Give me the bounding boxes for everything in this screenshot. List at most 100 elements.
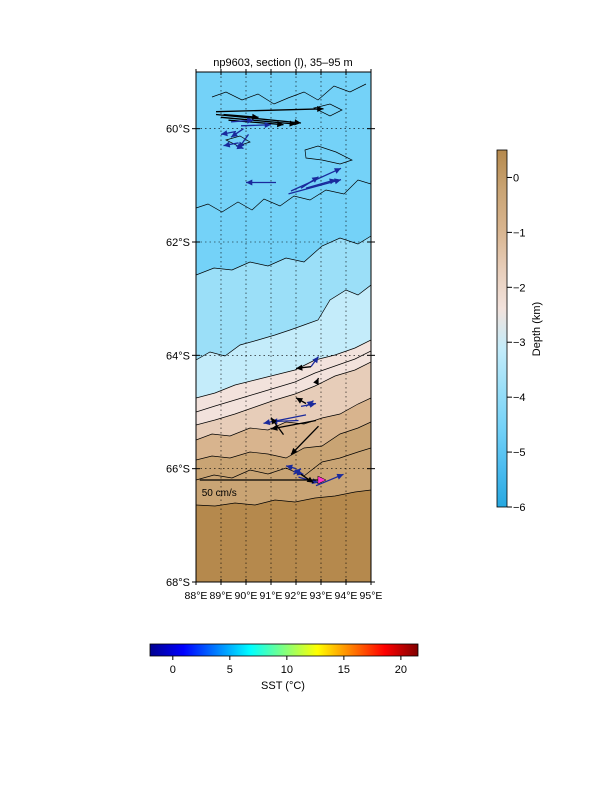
vector-head	[336, 473, 344, 480]
vector-head	[252, 113, 259, 120]
vector-head	[334, 168, 341, 174]
velocity-vector	[310, 356, 320, 368]
vector-shaft	[215, 108, 324, 113]
velocity-vector	[263, 414, 307, 426]
velocity-vector	[246, 179, 276, 186]
map-panel: 50 cm/s 60°S 62°S 64°S 66°S 68°S 88°E 89°E 90°…	[166, 69, 382, 602]
vector-head	[296, 397, 303, 404]
vector-head	[329, 178, 336, 185]
depth-colorbar: 0 −1 −2 −3 −4 −5 −6 Depth (km)	[496, 149, 543, 514]
vector-head	[306, 400, 314, 407]
vector-head	[294, 468, 301, 475]
depth-tick-label: −4	[513, 392, 526, 404]
lon-tick-label: 89°E	[210, 590, 233, 602]
velocity-vector	[215, 113, 302, 126]
velocity-vector	[305, 178, 337, 189]
vector-shaft	[220, 116, 297, 125]
lon-tick-label: 90°E	[235, 590, 258, 602]
vector-head	[246, 179, 253, 186]
vector-head	[231, 131, 238, 138]
lat-tick-label: 64°S	[166, 350, 190, 362]
sst-tick-label: 0	[170, 664, 176, 676]
depth-tick-label: −5	[513, 447, 526, 459]
velocity-vector	[215, 106, 324, 113]
vector-head	[264, 121, 271, 128]
longitude-axis: 88°E 89°E 90°E 91°E 92°E 93°E 94°E 95°E	[185, 69, 383, 602]
map-title: np9603, section (l), 35–95 m	[213, 57, 352, 69]
velocity-vector	[295, 397, 307, 405]
depth-tick-label: −2	[513, 282, 526, 294]
vector-head	[311, 176, 319, 183]
vector-head	[271, 417, 278, 425]
vector-head	[294, 119, 301, 126]
vector-head	[223, 141, 231, 148]
velocity-vector	[223, 141, 239, 148]
sst-tick-label: 20	[395, 664, 407, 676]
vector-head	[296, 469, 304, 476]
lat-tick-label: 62°S	[166, 237, 190, 249]
vector-head	[271, 424, 278, 431]
velocity-vector	[293, 468, 302, 475]
velocity-vector	[290, 425, 319, 455]
velocity-vector	[230, 117, 254, 124]
velocity-vector	[220, 116, 297, 127]
scale-arrow-label: 50 cm/s	[202, 488, 237, 499]
depth-tick-label: −3	[513, 337, 526, 349]
depth-tick-label: −6	[513, 502, 526, 514]
velocity-vector	[313, 377, 320, 385]
velocity-vectors	[215, 106, 344, 487]
vector-shaft	[290, 425, 319, 455]
sst-colorbar-ramp	[149, 643, 419, 657]
vector-head	[263, 419, 271, 426]
bathymetry-band	[196, 490, 371, 582]
sst-colorbar: 0 5 10 15 20 SST (°C)	[149, 643, 419, 692]
depth-colorbar-ramp	[496, 149, 508, 508]
latitude-axis: 60°S 62°S 64°S 66°S 68°S	[166, 124, 375, 589]
vector-head	[289, 120, 296, 127]
velocity-vector	[240, 121, 272, 128]
lat-tick-label: 68°S	[166, 577, 190, 589]
vector-head	[313, 378, 319, 385]
vector-head	[286, 464, 293, 471]
map-frame	[195, 71, 372, 583]
vector-head	[221, 130, 228, 137]
velocity-vector	[223, 113, 259, 120]
vector-shaft	[263, 414, 307, 424]
vector-head	[291, 447, 298, 455]
lon-tick-label: 88°E	[185, 590, 208, 602]
vector-shaft	[215, 113, 302, 124]
sst-colorbar-ticks: 0 5 10 15 20	[170, 656, 407, 676]
depth-colorbar-label: Depth (km)	[531, 302, 543, 356]
depth-tick-label: −1	[513, 227, 526, 239]
scale-arrow: 50 cm/s	[199, 475, 327, 499]
lon-tick-label: 93°E	[310, 590, 333, 602]
lat-tick-label: 66°S	[166, 464, 190, 476]
scale-arrow-head	[317, 475, 327, 485]
velocity-vector	[295, 364, 312, 371]
lon-tick-label: 91°E	[260, 590, 283, 602]
velocity-vector	[230, 128, 244, 138]
velocity-vector	[220, 130, 237, 137]
lon-tick-label: 95°E	[360, 590, 383, 602]
sst-tick-label: 5	[227, 664, 233, 676]
velocity-vector	[270, 417, 285, 436]
velocity-vector	[315, 473, 344, 487]
vector-head	[312, 356, 319, 364]
velocity-vector	[300, 176, 319, 189]
velocity-vector	[305, 400, 314, 407]
vector-head	[277, 121, 284, 128]
velocity-vector	[235, 143, 244, 150]
vector-head	[247, 117, 254, 124]
vector-head	[236, 143, 244, 150]
sst-tick-label: 15	[338, 664, 350, 676]
sst-tick-label: 10	[281, 664, 293, 676]
lon-tick-label: 92°E	[285, 590, 308, 602]
velocity-vector	[285, 464, 297, 471]
sst-colorbar-label: SST (°C)	[261, 680, 305, 692]
velocity-vector	[293, 469, 304, 476]
vector-head	[317, 106, 324, 112]
lon-tick-label: 94°E	[335, 590, 358, 602]
depth-colorbar-ticks: 0 −1 −2 −3 −4 −5 −6	[507, 172, 526, 514]
lat-tick-label: 60°S	[166, 124, 190, 136]
